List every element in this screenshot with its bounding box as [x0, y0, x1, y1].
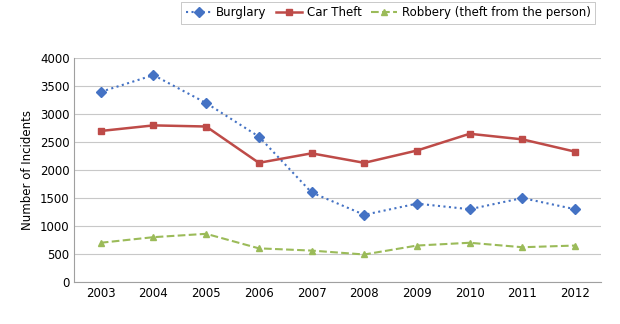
Line: Car Theft: Car Theft: [97, 122, 578, 166]
Car Theft: [97, 129, 104, 133]
Legend: Burglary, Car Theft, Robbery (theft from the person): Burglary, Car Theft, Robbery (theft from…: [181, 2, 595, 24]
Car Theft: [255, 161, 263, 165]
Robbery (theft from the person): [572, 244, 579, 248]
Robbery (theft from the person): [149, 235, 157, 239]
Car Theft: [519, 137, 526, 141]
Burglary: [572, 207, 579, 211]
Car Theft: [308, 151, 316, 155]
Burglary: [255, 135, 263, 139]
Burglary: [466, 207, 473, 211]
Burglary: [308, 191, 316, 194]
Car Theft: [149, 123, 157, 127]
Robbery (theft from the person): [466, 241, 473, 245]
Car Theft: [413, 149, 420, 153]
Robbery (theft from the person): [202, 232, 210, 236]
Car Theft: [466, 132, 473, 136]
Car Theft: [202, 124, 210, 128]
Burglary: [413, 202, 420, 206]
Robbery (theft from the person): [361, 252, 368, 256]
Burglary: [519, 196, 526, 200]
Burglary: [202, 101, 210, 105]
Robbery (theft from the person): [308, 249, 316, 252]
Y-axis label: Number of Incidents: Number of Incidents: [21, 110, 34, 230]
Car Theft: [361, 161, 368, 165]
Robbery (theft from the person): [255, 246, 263, 250]
Robbery (theft from the person): [97, 241, 104, 245]
Burglary: [97, 90, 104, 94]
Burglary: [149, 73, 157, 77]
Robbery (theft from the person): [413, 244, 420, 248]
Burglary: [361, 213, 368, 217]
Line: Burglary: Burglary: [97, 72, 578, 218]
Line: Robbery (theft from the person): Robbery (theft from the person): [97, 230, 578, 258]
Car Theft: [572, 150, 579, 154]
Robbery (theft from the person): [519, 245, 526, 249]
